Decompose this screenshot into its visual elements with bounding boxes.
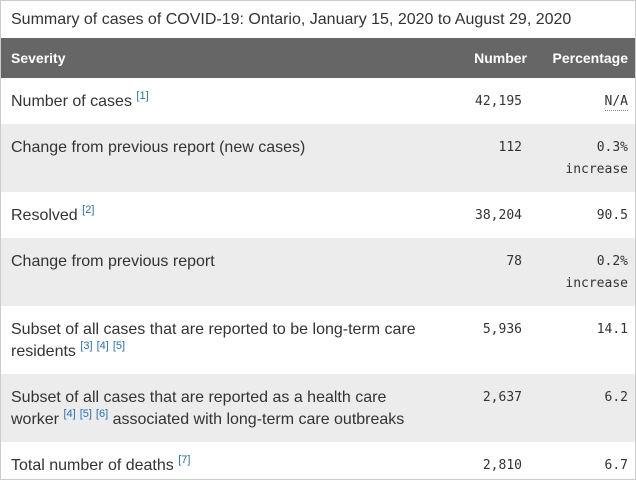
severity-cell: Subset of all cases that are reported as… — [11, 389, 405, 428]
footnote-ref: [1] — [136, 90, 148, 102]
number-cell: 2,810 — [482, 458, 522, 473]
table-caption: Summary of cases of COVID-19: Ontario, J… — [1, 1, 635, 38]
table-row: Number of cases [1] 42,195 N/A — [1, 78, 635, 124]
footnote-ref: [5] — [113, 340, 125, 352]
number-cell: 112 — [498, 140, 522, 155]
number-cell: 78 — [506, 254, 522, 269]
percentage-cell: 0.2% increase — [565, 254, 628, 291]
footnote-ref: [7] — [178, 454, 190, 466]
table-row: Total number of deaths [7] 2,810 6.7 — [1, 442, 635, 479]
footnote-link[interactable]: [5] — [112, 339, 126, 352]
footnote-link[interactable]: [2] — [82, 203, 95, 216]
footnote-link[interactable]: [1] — [136, 89, 149, 102]
severity-cell: Change from previous report (new cases) — [11, 139, 306, 156]
footnote-ref: [6] — [96, 408, 108, 420]
header-row: Severity Number Percentage — [1, 38, 635, 78]
percentage-cell: 6.7 — [604, 458, 628, 473]
table-row: Subset of all cases that are reported to… — [1, 306, 635, 374]
footnote-link[interactable]: [4] — [63, 407, 76, 420]
covid-summary-table: Severity Number Percentage Number of cas… — [1, 38, 635, 479]
number-cell: 5,936 — [482, 322, 522, 337]
severity-cell: Resolved [2] — [11, 203, 95, 224]
table-row: Change from previous report (new cases) 1… — [1, 124, 635, 192]
number-cell: 2,637 — [482, 390, 522, 405]
table-header: Severity Number Percentage — [1, 38, 635, 78]
footnote-ref: [4] — [97, 340, 109, 352]
table-row: Subset of all cases that are reported as… — [1, 374, 635, 442]
footnote-link[interactable]: [7] — [178, 453, 191, 466]
table-row: Change from previous report 78 0.2% increa… — [1, 238, 635, 306]
percentage-cell: N/A — [537, 78, 635, 124]
column-header-severity: Severity — [1, 38, 447, 78]
footnote-ref: [5] — [80, 408, 92, 420]
severity-cell: Number of cases [1] — [11, 89, 149, 110]
footnote-link[interactable]: [5] — [79, 407, 92, 420]
not-applicable-abbr: N/A — [604, 94, 628, 111]
percentage-cell: 6.2 — [604, 390, 628, 405]
footnote-link[interactable]: [3] — [80, 339, 93, 352]
footnote-link[interactable]: [6] — [95, 407, 109, 420]
percentage-cell: 14.1 — [596, 322, 628, 337]
severity-cell: Total number of deaths [7] — [11, 453, 191, 474]
severity-cell: Change from previous report — [11, 253, 215, 270]
number-cell: 38,204 — [475, 208, 522, 223]
number-cell: 42,195 — [475, 94, 522, 109]
footnote-ref: [2] — [82, 204, 94, 216]
column-header-percentage: Percentage — [537, 38, 635, 78]
footnote-link[interactable]: [4] — [96, 339, 109, 352]
footnote-ref: [3] — [80, 340, 92, 352]
table-body: Number of cases [1] 42,195 N/A Change from … — [1, 78, 635, 479]
column-header-number: Number — [447, 38, 537, 78]
table-row: Resolved [2] 38,204 90.5 — [1, 192, 635, 238]
footnote-ref: [4] — [63, 408, 75, 420]
percentage-cell: 90.5 — [596, 208, 628, 223]
severity-cell: Subset of all cases that are reported to… — [11, 321, 416, 360]
percentage-cell: 0.3% increase — [565, 140, 628, 177]
